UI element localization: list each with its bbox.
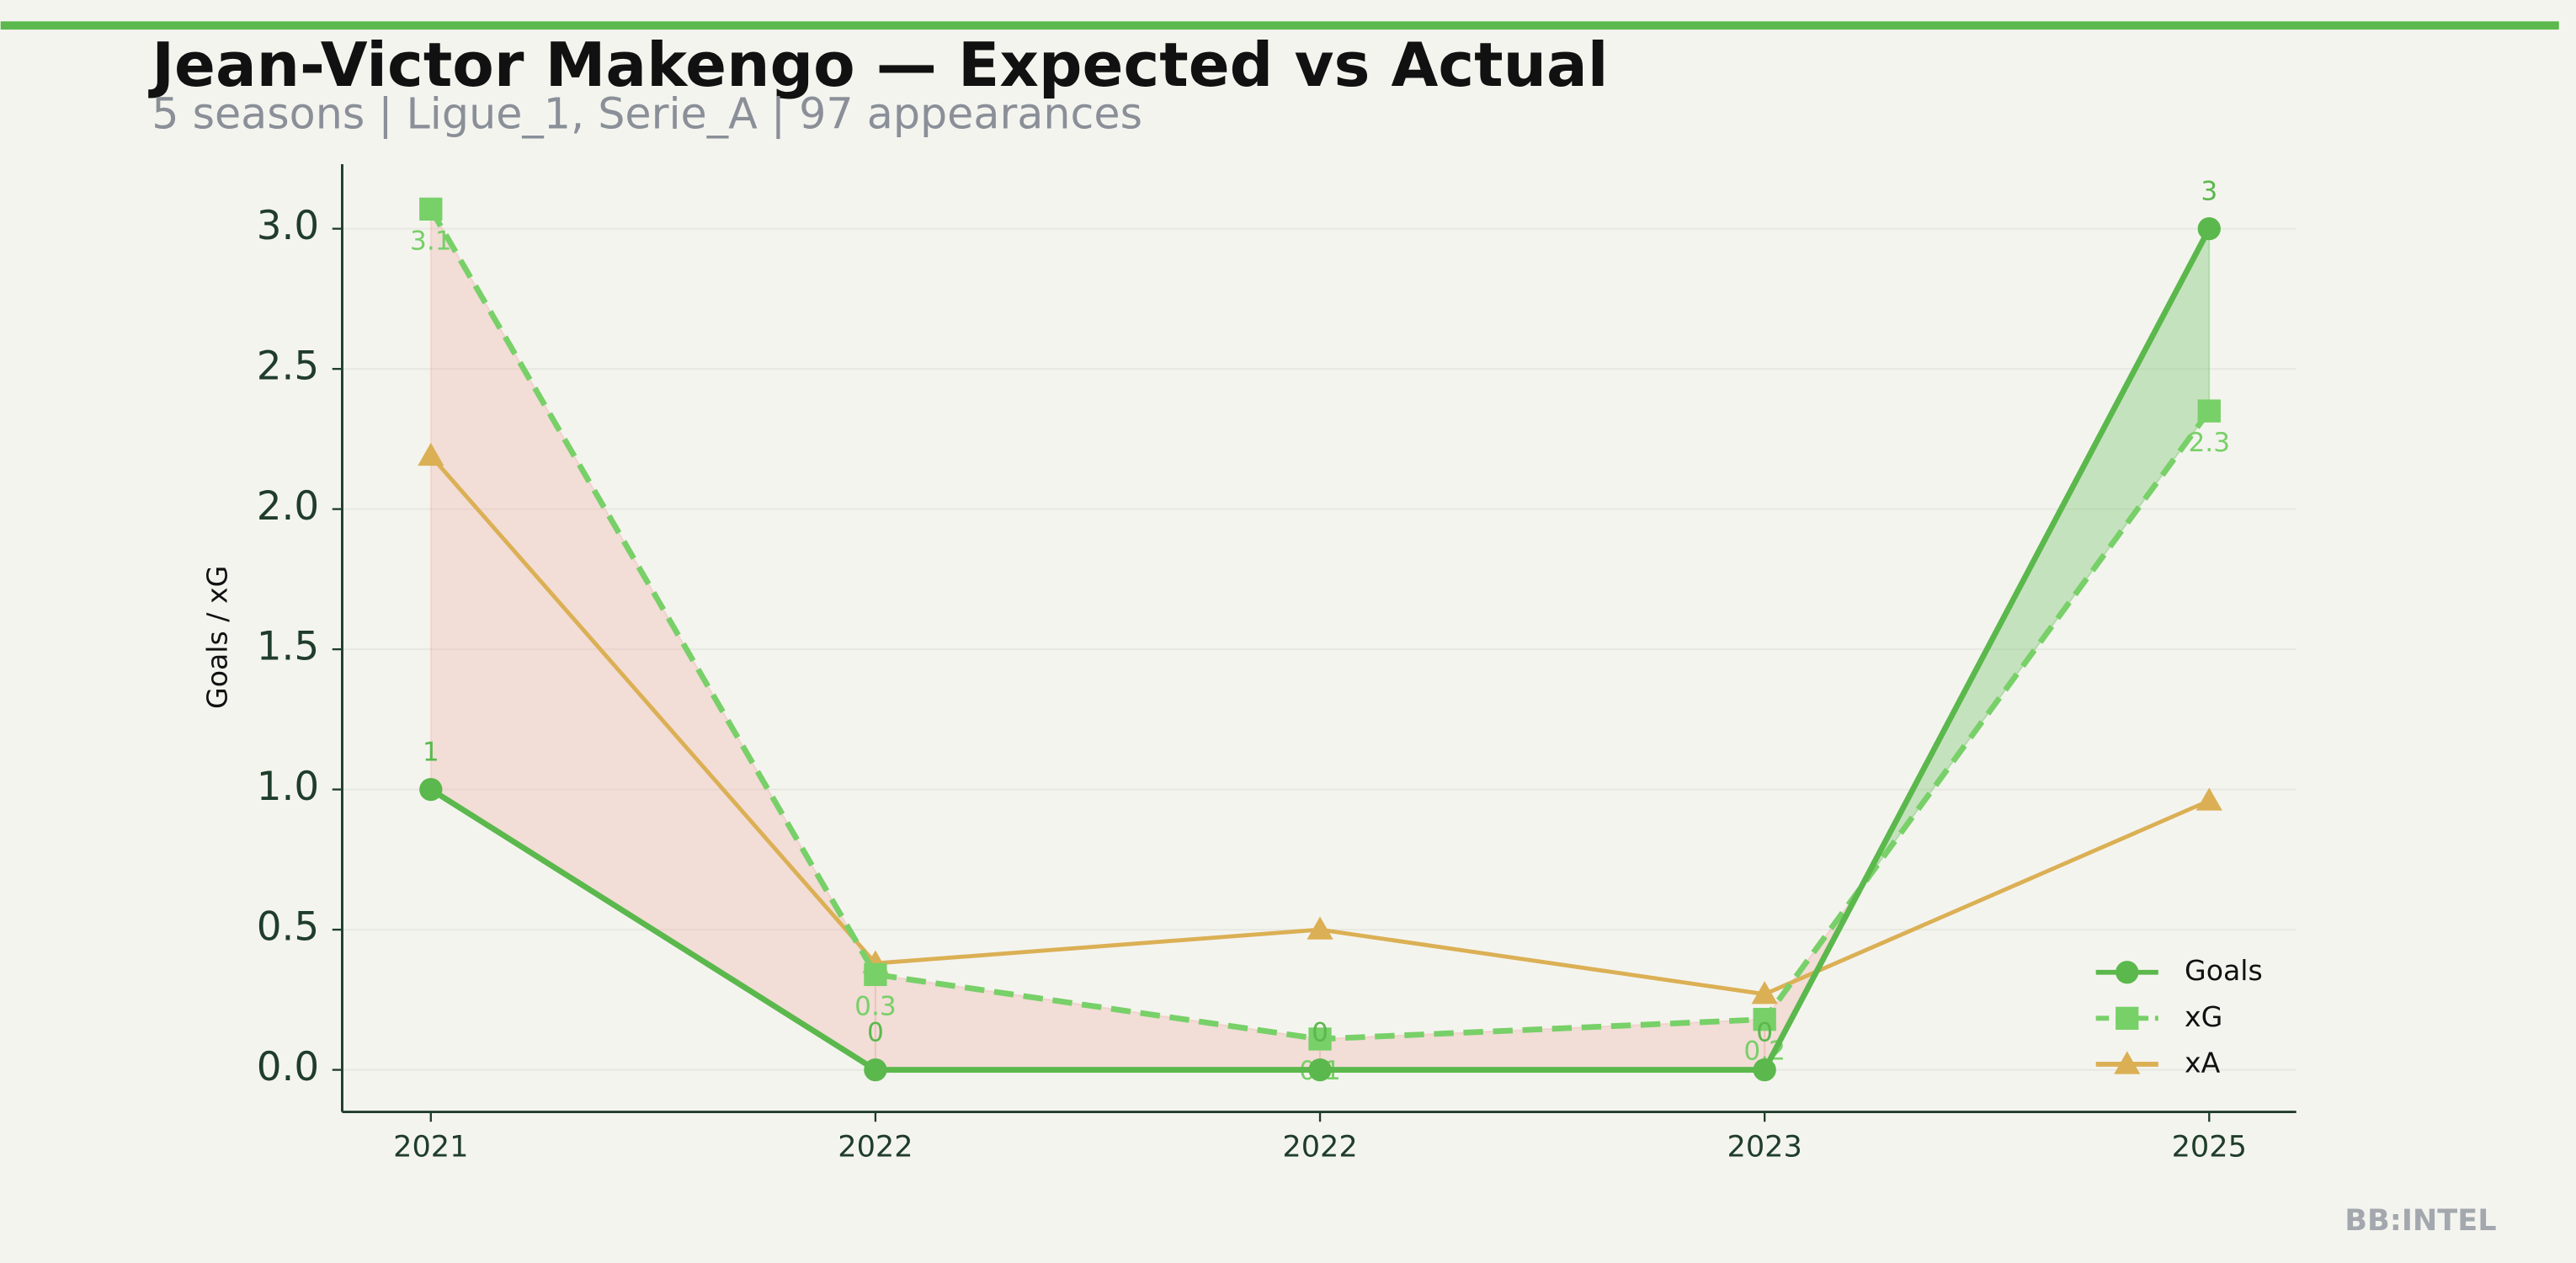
value-label: 0 xyxy=(867,1018,884,1048)
marker xyxy=(2197,216,2221,241)
y-tick-label: 0.0 xyxy=(257,1045,319,1090)
x-tick-label: 2021 xyxy=(393,1129,468,1164)
marker xyxy=(418,442,444,466)
value-label: 2.3 xyxy=(2188,428,2230,458)
chart-subtitle: 5 seasons | Ligue_1, Serie_A | 97 appear… xyxy=(152,88,1142,139)
fill-between xyxy=(874,973,1322,1071)
y-tick-label: 2.0 xyxy=(257,484,319,530)
y-tick-label: 0.5 xyxy=(257,905,319,951)
fill-between xyxy=(429,205,876,1072)
value-label: 3.1 xyxy=(410,226,452,256)
top-bar xyxy=(0,21,2559,30)
x-tick-label: 2022 xyxy=(838,1129,913,1164)
legend-marker xyxy=(2116,961,2139,984)
marker xyxy=(864,962,887,987)
fill-between xyxy=(1319,1018,1766,1071)
value-label: 1 xyxy=(423,738,439,768)
value-label: 0 xyxy=(1756,1018,1773,1048)
y-tick-label: 1.5 xyxy=(257,625,319,670)
value-label: 3 xyxy=(2201,177,2217,207)
marker xyxy=(2195,787,2222,811)
y-tick-label: 2.5 xyxy=(257,344,319,390)
legend-label: Goals xyxy=(2185,954,2263,987)
x-tick-label: 2025 xyxy=(2172,1129,2247,1164)
value-label: 0 xyxy=(1312,1018,1328,1048)
footer: BB:INTEL xyxy=(2344,1203,2496,1238)
marker xyxy=(1308,1027,1332,1051)
marker xyxy=(419,197,443,221)
marker xyxy=(1307,916,1333,940)
y-axis-label: Goals / xG xyxy=(201,566,234,709)
legend-marker xyxy=(2114,1051,2141,1074)
legend-label: xG xyxy=(2185,1000,2222,1033)
y-tick-label: 3.0 xyxy=(257,204,319,249)
legend-marker xyxy=(2116,1006,2139,1031)
marker xyxy=(1308,1058,1332,1082)
marker xyxy=(2197,399,2221,423)
marker xyxy=(1753,1058,1776,1082)
marker xyxy=(1753,1008,1776,1031)
value-label: 0.3 xyxy=(854,991,897,1021)
x-tick-label: 2022 xyxy=(1282,1129,1357,1164)
legend-label: xA xyxy=(2185,1046,2221,1079)
marker xyxy=(864,1058,887,1082)
x-tick-label: 2023 xyxy=(1727,1129,1802,1164)
marker xyxy=(1751,981,1778,1005)
marker xyxy=(419,777,443,802)
chart-title: Jean-Victor Makengo — Expected vs Actual xyxy=(147,30,1608,101)
y-tick-label: 1.0 xyxy=(257,765,319,810)
